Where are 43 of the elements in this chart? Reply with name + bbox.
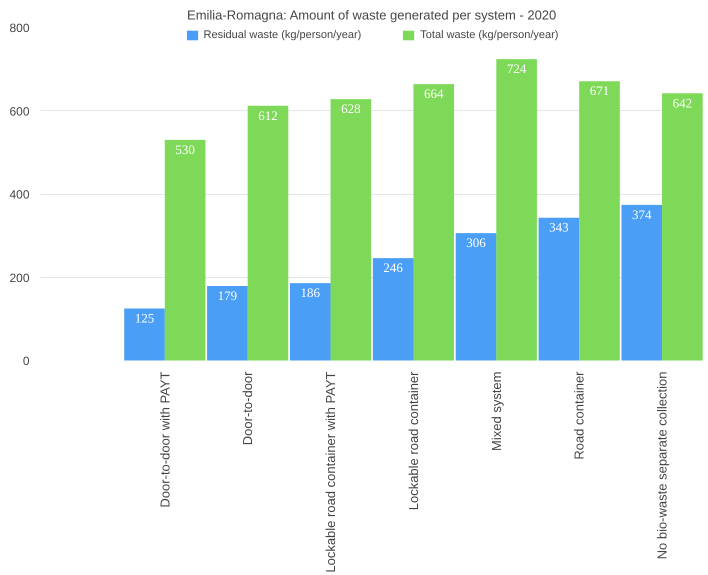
data-label: 246 bbox=[383, 260, 404, 276]
y-tick-label: 800 bbox=[9, 21, 30, 35]
bar bbox=[124, 308, 165, 360]
data-label: 612 bbox=[258, 108, 278, 123]
bar bbox=[330, 99, 372, 360]
x-tick-label: Door-to-door bbox=[240, 370, 256, 446]
legend-label: Total waste (kg/person/year) bbox=[420, 29, 558, 41]
y-tick-label: 0 bbox=[22, 354, 30, 368]
data-label: 530 bbox=[175, 142, 195, 157]
x-tick-label: Lockable road container with PAYT bbox=[323, 371, 338, 573]
data-label: 343 bbox=[549, 220, 569, 235]
bar bbox=[579, 81, 620, 360]
x-tick-label: Door-to-door with PAYT bbox=[157, 371, 172, 508]
x-tick-label: Road container bbox=[572, 370, 587, 460]
data-label: 186 bbox=[300, 285, 321, 300]
x-tick-label: No bio-waste separate collection bbox=[654, 371, 670, 560]
data-label: 642 bbox=[672, 95, 692, 110]
chart-title: Emilia-Romagna: Amount of waste generated per system - 2020 bbox=[187, 8, 556, 22]
bar bbox=[372, 258, 414, 360]
data-label: 628 bbox=[341, 101, 361, 116]
bar bbox=[164, 140, 206, 360]
bar bbox=[290, 283, 331, 360]
bar bbox=[496, 59, 537, 360]
data-label: 179 bbox=[218, 288, 238, 303]
x-tick-label: Lockable road container bbox=[406, 370, 421, 510]
data-label: 306 bbox=[466, 235, 486, 250]
bar bbox=[207, 286, 248, 360]
data-label: 664 bbox=[424, 86, 444, 102]
bar bbox=[621, 204, 662, 360]
data-label: 724 bbox=[506, 61, 527, 76]
bar bbox=[662, 93, 703, 360]
data-label: 374 bbox=[632, 206, 652, 222]
y-tick-label: 400 bbox=[9, 188, 30, 202]
bar bbox=[538, 218, 580, 360]
y-tick-label: 600 bbox=[9, 104, 30, 118]
data-label: 125 bbox=[134, 310, 154, 326]
y-tick-label: 200 bbox=[9, 270, 30, 285]
bar bbox=[456, 233, 496, 360]
bar bbox=[413, 84, 454, 360]
legend-label: Residual waste (kg/person/year) bbox=[204, 29, 362, 41]
x-tick-label: Mixed system bbox=[488, 371, 504, 451]
bar bbox=[248, 106, 288, 360]
data-label: 671 bbox=[590, 83, 610, 98]
